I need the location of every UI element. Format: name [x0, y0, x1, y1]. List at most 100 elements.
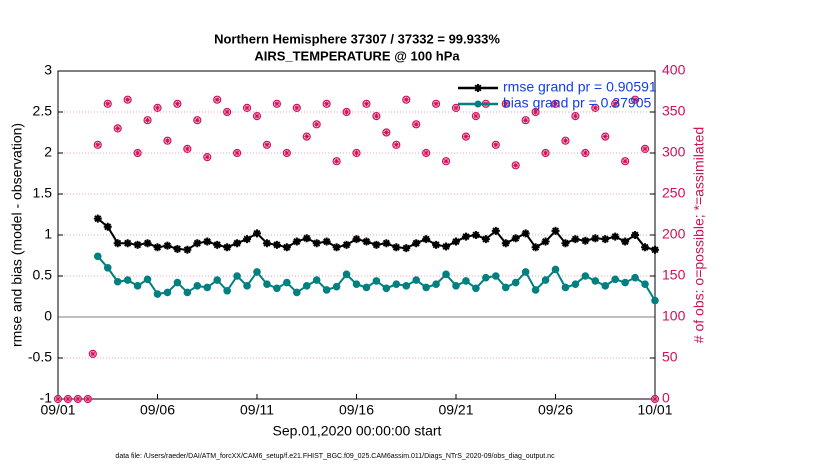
- y2-tick-label: 350: [662, 103, 686, 119]
- marker: [382, 128, 391, 137]
- marker: [304, 134, 310, 140]
- marker: [143, 239, 152, 248]
- marker: [75, 396, 81, 402]
- marker: [272, 240, 281, 249]
- marker: [204, 154, 210, 160]
- marker: [95, 142, 101, 148]
- marker: [242, 103, 252, 113]
- marker: [591, 103, 600, 113]
- marker: [252, 111, 262, 121]
- marker: [461, 132, 471, 141]
- marker: [223, 107, 232, 117]
- marker: [462, 277, 470, 285]
- marker: [312, 239, 321, 248]
- x-axis-label: Sep.01,2020 00:00:00 start: [273, 423, 442, 439]
- marker: [262, 140, 272, 149]
- marker: [412, 276, 421, 284]
- legend-marker: [474, 100, 482, 108]
- marker: [55, 396, 61, 402]
- marker: [561, 283, 570, 292]
- marker: [363, 101, 370, 107]
- marker: [651, 245, 659, 254]
- marker: [63, 394, 73, 404]
- marker: [253, 229, 261, 238]
- marker: [262, 239, 271, 248]
- y-tick-label: 0: [44, 308, 52, 324]
- marker: [493, 142, 499, 148]
- marker: [541, 237, 550, 246]
- y-tick-label: -1: [40, 390, 53, 406]
- marker: [283, 278, 291, 287]
- marker: [511, 278, 520, 287]
- marker: [352, 148, 361, 158]
- marker: [292, 288, 301, 297]
- marker: [352, 280, 361, 289]
- marker: [511, 234, 520, 243]
- marker: [531, 243, 540, 252]
- marker: [521, 229, 530, 238]
- marker: [153, 103, 162, 113]
- marker: [521, 116, 530, 125]
- marker: [324, 101, 330, 107]
- y2-tick-label: 400: [662, 62, 686, 78]
- marker: [571, 111, 580, 121]
- marker: [442, 242, 451, 251]
- marker: [94, 252, 102, 261]
- marker: [571, 235, 580, 244]
- marker: [103, 263, 112, 272]
- marker: [302, 282, 311, 290]
- marker: [451, 103, 461, 113]
- marker: [402, 282, 411, 290]
- marker: [402, 95, 411, 104]
- x-tick-label: 09/21: [438, 402, 473, 418]
- marker: [392, 243, 401, 252]
- marker: [314, 121, 320, 127]
- marker: [113, 239, 122, 248]
- marker: [213, 276, 222, 284]
- marker: [453, 105, 459, 111]
- marker: [254, 113, 260, 119]
- marker: [651, 296, 659, 305]
- marker: [362, 99, 371, 108]
- marker: [123, 95, 132, 104]
- marker: [393, 142, 399, 148]
- marker: [193, 239, 202, 248]
- marker: [214, 97, 220, 103]
- y2-axis-label: # of obs: o=possible; *=assimilated: [691, 127, 707, 343]
- marker: [184, 146, 190, 152]
- marker: [53, 394, 63, 404]
- marker: [173, 278, 182, 287]
- marker: [183, 144, 192, 153]
- x-tick-label: 09/11: [240, 402, 274, 418]
- marker: [282, 243, 291, 252]
- plot-frame: [57, 70, 656, 400]
- marker: [592, 105, 598, 111]
- marker: [334, 158, 340, 164]
- marker: [621, 278, 629, 287]
- marker: [551, 99, 560, 108]
- footnote: data file: /Users/raeder/DAI/ATM_forcXX/…: [115, 453, 555, 460]
- marker: [193, 282, 202, 290]
- marker: [383, 129, 389, 136]
- marker: [312, 120, 321, 129]
- marker: [581, 148, 590, 158]
- marker: [591, 277, 600, 285]
- marker: [403, 97, 409, 103]
- marker: [372, 111, 381, 121]
- marker: [372, 277, 381, 285]
- marker: [452, 237, 460, 246]
- marker: [412, 120, 421, 129]
- marker: [342, 107, 351, 117]
- marker: [153, 243, 162, 252]
- marker: [471, 231, 480, 239]
- marker: [373, 113, 379, 119]
- marker: [572, 113, 578, 119]
- marker: [501, 283, 510, 292]
- marker: [302, 234, 311, 243]
- marker: [342, 270, 351, 279]
- marker: [642, 146, 648, 152]
- marker: [503, 101, 509, 107]
- legend-marker: [474, 84, 482, 92]
- marker: [541, 148, 550, 158]
